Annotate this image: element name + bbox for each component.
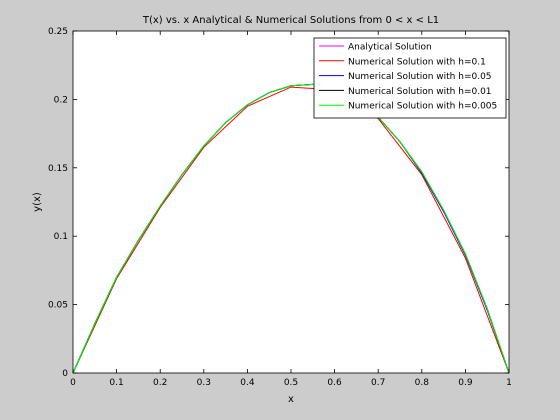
x-tick-label: 0.9 (458, 378, 473, 388)
legend: Analytical Solution Numerical Solution wi… (313, 37, 507, 119)
x-tick-label: 0.5 (284, 378, 298, 388)
legend-label: Numerical Solution with h=0.1 (348, 57, 486, 67)
chart-title: T(x) vs. x Analytical & Numerical Soluti… (142, 15, 439, 26)
x-tick-label: 1 (506, 378, 512, 388)
y-tick-label: 0.15 (48, 164, 68, 174)
legend-label: Numerical Solution with h=0.05 (348, 72, 492, 82)
x-tick-label: 0 (70, 378, 76, 388)
x-axis: 0 0.1 0.2 0.3 0.4 0.5 0.6 0.7 0.8 0.9 1 (70, 31, 512, 388)
x-axis-label: x (288, 394, 294, 405)
x-tick-label: 0.8 (415, 378, 430, 388)
y-tick-label: 0 (62, 369, 68, 379)
y-tick-label: 0.05 (48, 301, 68, 311)
series-line-4 (72, 83, 510, 374)
legend-label: Numerical Solution with h=0.01 (348, 87, 492, 97)
y-axis: 0 0.05 0.1 0.15 0.2 0.25 (48, 27, 509, 379)
y-tick-label: 0.1 (54, 232, 68, 242)
legend-box (313, 37, 507, 119)
x-tick-label: 0.4 (240, 378, 255, 388)
x-tick-label: 0.2 (153, 378, 167, 388)
x-tick-label: 0.6 (327, 378, 342, 388)
y-tick-label: 0.25 (48, 27, 68, 37)
x-tick-label: 0.7 (371, 378, 385, 388)
y-axis-label: y(x) (32, 192, 43, 212)
x-tick-label: 0.3 (197, 378, 211, 388)
series-lines (72, 83, 510, 374)
x-tick-label: 0.1 (109, 378, 123, 388)
y-tick-label: 0.2 (54, 95, 68, 105)
legend-label: Analytical Solution (348, 43, 432, 53)
legend-label: Numerical Solution with h=0.005 (348, 102, 497, 112)
series-line-1 (72, 86, 510, 374)
